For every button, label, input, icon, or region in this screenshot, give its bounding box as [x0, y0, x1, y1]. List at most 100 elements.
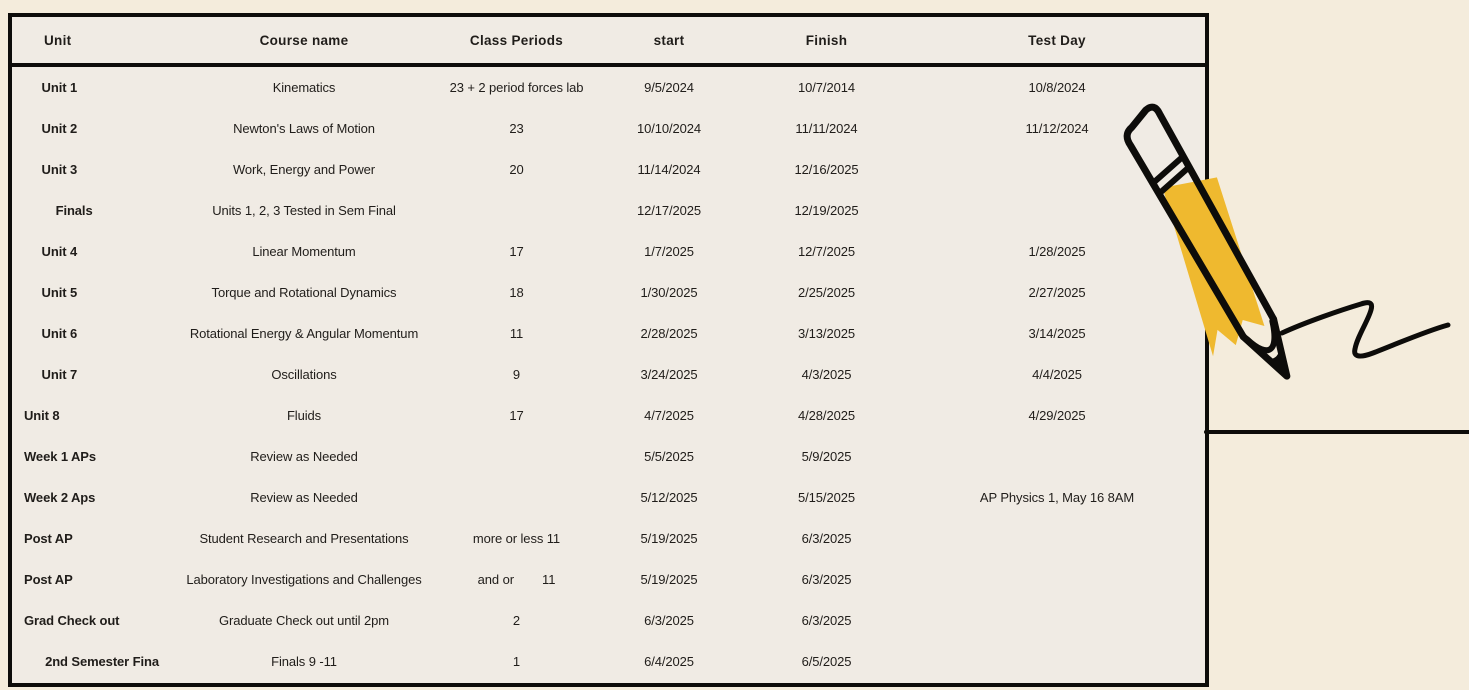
cell-finish: 11/11/2024	[795, 121, 858, 136]
cell-finish: 3/13/2025	[798, 326, 855, 341]
cell-finish: 12/19/2025	[794, 203, 859, 218]
cell-finish: 12/7/2025	[798, 244, 855, 259]
cell-finish: 6/3/2025	[801, 572, 852, 587]
cell-unit: Post AP	[24, 572, 73, 587]
column-header-test-day: Test Day	[1028, 32, 1086, 48]
column-header-unit: Unit	[44, 32, 72, 48]
table-row: Grad Check out Graduate Check out until 2…	[12, 600, 1205, 641]
cell-unit: Unit 5	[24, 285, 78, 300]
cell-start: 1/7/2025	[644, 244, 694, 259]
table-row: Week 2 Aps Review as Needed 5/12/2025 5/15/…	[12, 477, 1205, 518]
cell-finish: 4/28/2025	[798, 408, 855, 423]
table-row: Unit 3 Work, Energy and Power 20 11/14/2024…	[12, 149, 1205, 190]
cell-start: 12/17/2025	[636, 203, 702, 218]
cell-unit: Unit 7	[24, 367, 78, 382]
cell-test: 1/28/2025	[1028, 244, 1086, 259]
cell-course: Linear Momentum	[252, 244, 356, 259]
cell-test: 4/29/2025	[1028, 408, 1086, 423]
cell-finish: 5/15/2025	[798, 490, 855, 505]
cell-start: 4/7/2025	[644, 408, 694, 423]
column-header-start: start	[653, 32, 685, 48]
column-header-finish: Finish	[805, 32, 848, 48]
cell-periods: 11	[509, 326, 524, 341]
table-header-row: Unit Course name Class Periods start Fin…	[12, 17, 1205, 67]
cell-periods	[439, 477, 594, 518]
cell-periods: 23 + 2 period forces lab	[449, 80, 584, 95]
cell-periods	[439, 436, 594, 477]
cell-test: 3/14/2025	[1028, 326, 1086, 341]
cell-test	[909, 518, 1205, 559]
cell-course: Graduate Check out until 2pm	[219, 613, 389, 628]
cell-unit: Finals	[24, 203, 93, 218]
cell-finish: 10/7/2014	[798, 80, 855, 95]
cell-periods: 17	[509, 244, 524, 259]
cell-unit: 2nd Semester Fina	[24, 654, 159, 669]
cell-periods: 20	[509, 162, 524, 177]
cell-start: 5/5/2025	[644, 449, 694, 464]
cell-unit: Week 2 Aps	[24, 490, 96, 505]
table-row: Unit 5 Torque and Rotational Dynamics 18 1/…	[12, 272, 1205, 313]
cell-course: Fluids	[286, 408, 322, 423]
cell-unit: Unit 6	[24, 326, 78, 341]
scribble-line	[1279, 300, 1451, 359]
cell-finish: 4/3/2025	[801, 367, 852, 382]
cell-start: 5/12/2025	[640, 490, 698, 505]
cell-test	[909, 600, 1205, 641]
table-row: Finals Units 1, 2, 3 Tested in Sem Final 1…	[12, 190, 1205, 231]
table-row: 2nd Semester Fina Finals 9 -11 1 6/4/2025 6/…	[12, 641, 1205, 682]
pencil-graphite-tip	[1267, 347, 1288, 378]
table-row: Unit 6 Rotational Energy & Angular Moment…	[12, 313, 1205, 354]
cell-periods: and or 11	[477, 572, 556, 587]
cell-start: 6/4/2025	[644, 654, 694, 669]
table-row: Post AP Laboratory Investigations and Cha…	[12, 559, 1205, 600]
cell-periods: 18	[509, 285, 524, 300]
table-row: Unit 8 Fluids 17 4/7/2025 4/28/2025 4/29/2025	[12, 395, 1205, 436]
cell-course: Torque and Rotational Dynamics	[211, 285, 397, 300]
column-header-course: Course name	[259, 32, 349, 48]
cell-course: Newton's Laws of Motion	[233, 121, 375, 136]
cell-finish: 6/3/2025	[801, 613, 852, 628]
cell-periods	[439, 190, 594, 231]
cell-test	[909, 559, 1205, 600]
cell-unit: Unit 3	[24, 162, 78, 177]
table-row: Post AP Student Research and Presentation…	[12, 518, 1205, 559]
cell-unit: Post AP	[24, 531, 73, 546]
cell-course: Finals 9 -11	[271, 654, 337, 669]
cell-start: 1/30/2025	[640, 285, 698, 300]
course-schedule-table: Unit Course name Class Periods start Fin…	[8, 13, 1209, 687]
cell-finish: 12/16/2025	[794, 162, 859, 177]
cell-start: 10/10/2024	[636, 121, 702, 136]
cell-unit: Unit 2	[24, 121, 78, 136]
cell-course: Laboratory Investigations and Challenges	[186, 572, 422, 587]
cell-periods: 17	[509, 408, 524, 423]
table-row: Unit 4 Linear Momentum 17 1/7/2025 12/7/2025…	[12, 231, 1205, 272]
cell-unit: Unit 4	[24, 244, 78, 259]
cell-start: 5/19/2025	[640, 531, 698, 546]
cell-test	[909, 641, 1205, 682]
cell-course: Kinematics	[272, 80, 336, 95]
cell-periods: 1	[512, 654, 521, 669]
cell-test	[909, 436, 1205, 477]
table-row: Unit 7 Oscillations 9 3/24/2025 4/3/2025 4/4/…	[12, 354, 1205, 395]
cell-course: Oscillations	[271, 367, 337, 382]
cell-test	[909, 149, 1205, 190]
cell-finish: 2/25/2025	[798, 285, 855, 300]
cell-finish: 6/3/2025	[801, 531, 852, 546]
cell-course: Student Research and Presentations	[199, 531, 409, 546]
cell-periods: 9	[512, 367, 521, 382]
cell-course: Rotational Energy & Angular Momentum	[189, 326, 419, 341]
table-body: Unit 1 Kinematics 23 + 2 period forces lab…	[12, 67, 1205, 682]
table-row: Unit 2 Newton's Laws of Motion 23 10/10/202…	[12, 108, 1205, 149]
cell-unit: Week 1 APs	[24, 449, 96, 464]
table-row: Unit 1 Kinematics 23 + 2 period forces lab…	[12, 67, 1205, 108]
pencil-wood-arc	[1244, 318, 1278, 354]
cell-unit: Unit 1	[24, 80, 78, 95]
cell-unit: Grad Check out	[24, 613, 120, 628]
column-header-periods: Class Periods	[469, 32, 564, 48]
pencil-cone	[1239, 315, 1291, 380]
cell-test: 11/12/2024	[1025, 121, 1089, 136]
cell-start: 6/3/2025	[644, 613, 694, 628]
cell-periods: more or less 11	[472, 531, 561, 546]
cell-finish: 5/9/2025	[801, 449, 852, 464]
